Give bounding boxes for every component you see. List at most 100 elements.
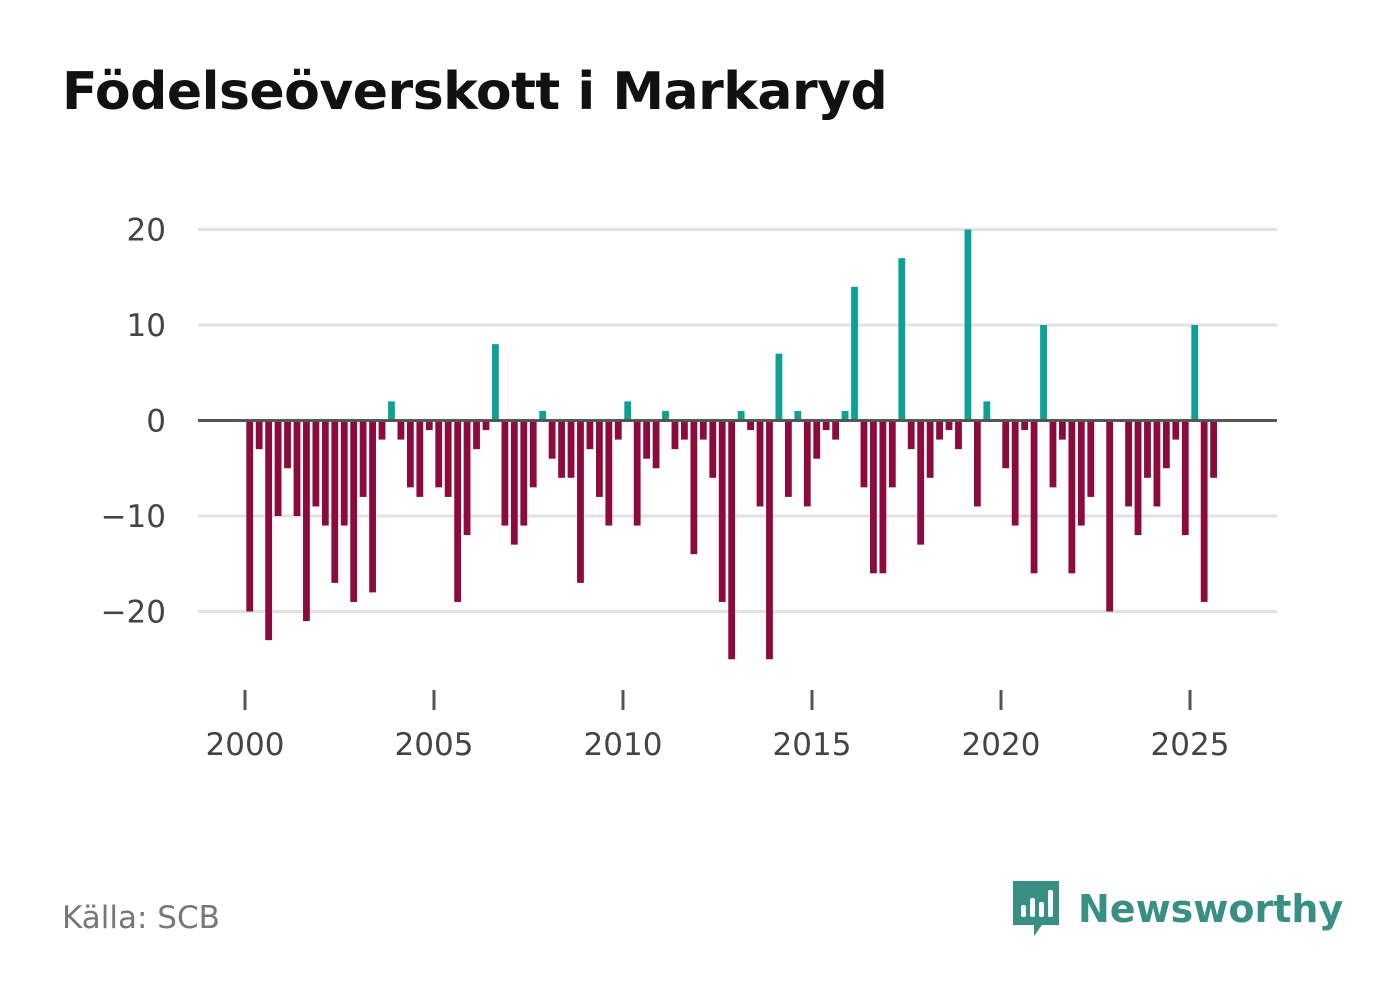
y-tick-label: 0 bbox=[146, 404, 166, 440]
bar bbox=[662, 410, 669, 421]
bar bbox=[784, 420, 792, 497]
bar bbox=[851, 286, 858, 421]
bar bbox=[917, 420, 925, 545]
y-tick-label: 10 bbox=[127, 308, 166, 344]
bar bbox=[1181, 420, 1189, 536]
source-note: Källa: SCB bbox=[62, 900, 220, 936]
bar bbox=[681, 420, 688, 440]
bar bbox=[803, 420, 811, 507]
x-tick-label: 2015 bbox=[773, 727, 852, 763]
bar bbox=[397, 420, 405, 440]
bar bbox=[728, 420, 736, 660]
bar bbox=[548, 420, 556, 459]
bar bbox=[520, 420, 528, 526]
bar bbox=[340, 420, 348, 526]
bar bbox=[1172, 420, 1180, 440]
bar bbox=[293, 420, 301, 516]
bar bbox=[378, 420, 386, 440]
bar bbox=[794, 410, 802, 421]
bar bbox=[1153, 420, 1161, 507]
bar bbox=[359, 420, 367, 497]
brand-name: Newsworthy bbox=[1078, 887, 1344, 931]
bar bbox=[652, 420, 660, 469]
bar bbox=[870, 420, 877, 574]
bar bbox=[1087, 420, 1095, 497]
bars bbox=[246, 229, 1218, 660]
x-tick-label: 2020 bbox=[962, 727, 1041, 763]
bar bbox=[898, 258, 906, 421]
bar bbox=[312, 420, 320, 507]
bar bbox=[303, 420, 310, 622]
bar bbox=[699, 420, 707, 440]
y-tick-label: −10 bbox=[101, 499, 166, 535]
bar bbox=[1162, 420, 1170, 469]
bar bbox=[983, 401, 991, 421]
bar bbox=[586, 420, 594, 450]
bar bbox=[1210, 420, 1218, 478]
bar bbox=[482, 420, 490, 431]
bar bbox=[1068, 420, 1076, 574]
bar bbox=[255, 420, 263, 450]
x-tick-label: 2025 bbox=[1151, 727, 1230, 763]
x-axis: 2000 2005 2010 2015 2020 2025 bbox=[206, 690, 1230, 763]
bar bbox=[321, 420, 329, 526]
bar bbox=[350, 420, 358, 602]
bar bbox=[577, 420, 584, 583]
bar bbox=[718, 420, 726, 602]
bar bbox=[567, 420, 575, 478]
bar bbox=[265, 420, 273, 641]
bar bbox=[529, 420, 537, 488]
bar bbox=[1002, 420, 1010, 469]
bar bbox=[1191, 325, 1199, 421]
bar bbox=[1077, 420, 1085, 526]
bar bbox=[388, 401, 395, 421]
bar bbox=[973, 420, 981, 507]
bar bbox=[671, 420, 679, 450]
bar bbox=[539, 410, 547, 421]
bar bbox=[614, 420, 622, 440]
bar bbox=[964, 229, 972, 421]
bar bbox=[841, 410, 849, 421]
x-tick-label: 2000 bbox=[206, 727, 285, 763]
bar bbox=[832, 420, 840, 440]
bar bbox=[756, 420, 764, 507]
bar bbox=[605, 420, 613, 526]
bar bbox=[284, 420, 291, 469]
bar bbox=[463, 420, 471, 536]
bar bbox=[435, 420, 443, 488]
brand-logo: Newsworthy bbox=[1010, 878, 1343, 940]
bar bbox=[709, 420, 717, 478]
bar bbox=[766, 420, 773, 660]
bar bbox=[425, 420, 433, 431]
y-tick-label: −20 bbox=[101, 595, 166, 631]
y-axis-labels: 20 10 0 −10 −20 bbox=[101, 213, 166, 631]
bar bbox=[747, 420, 754, 431]
bar bbox=[936, 420, 943, 440]
bar bbox=[1021, 420, 1029, 431]
bar bbox=[860, 420, 868, 488]
bar bbox=[737, 410, 745, 421]
bar bbox=[1144, 420, 1151, 478]
chart-title: Födelseöverskott i Markaryd bbox=[62, 62, 888, 122]
bar bbox=[1040, 325, 1047, 421]
bar bbox=[1011, 420, 1019, 526]
bar bbox=[416, 420, 424, 497]
bar bbox=[888, 420, 896, 488]
bar bbox=[633, 420, 641, 526]
x-tick-label: 2010 bbox=[584, 727, 663, 763]
bar bbox=[274, 420, 282, 516]
bar bbox=[775, 353, 783, 421]
bar bbox=[246, 420, 254, 612]
bar bbox=[1134, 420, 1142, 536]
bar bbox=[1030, 420, 1038, 574]
bar bbox=[595, 420, 603, 497]
bar bbox=[643, 420, 651, 459]
bar bbox=[331, 420, 339, 583]
bar bbox=[1059, 420, 1066, 440]
bar bbox=[558, 420, 565, 478]
bar bbox=[1106, 420, 1114, 612]
bar bbox=[1049, 420, 1057, 488]
bar bbox=[955, 420, 962, 450]
bar bbox=[822, 420, 830, 431]
